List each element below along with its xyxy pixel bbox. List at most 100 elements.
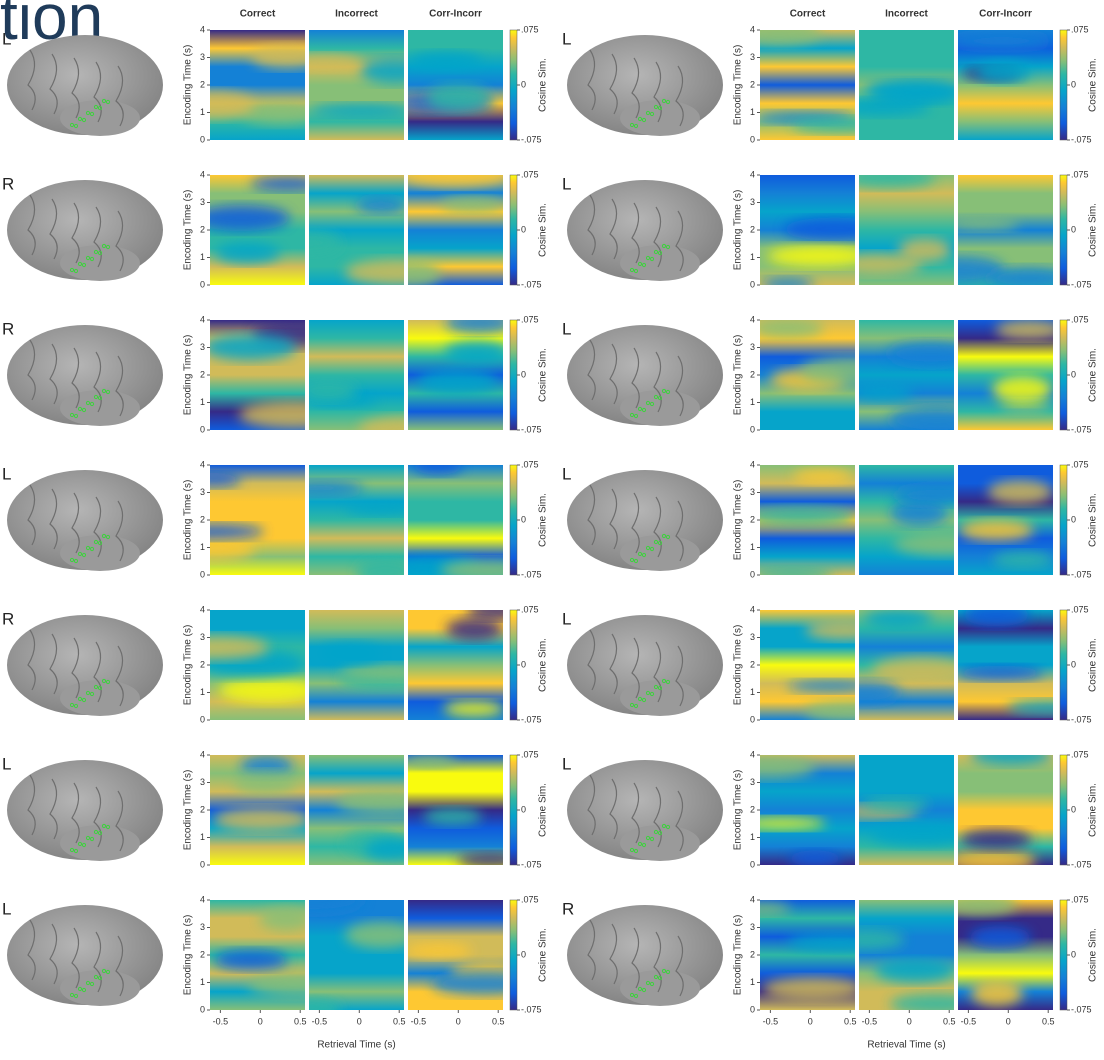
heatmap-blob — [890, 500, 949, 526]
colorbar-tick-label: -.075 — [521, 279, 542, 289]
heatmap-blob — [440, 559, 503, 575]
y-tick-label: 4 — [200, 749, 205, 759]
electrode — [637, 841, 643, 847]
colorbar — [509, 754, 518, 866]
heatmap-blob — [787, 933, 855, 952]
colorbar-tick-label: .075 — [521, 314, 539, 324]
brain-sulcus — [653, 931, 662, 993]
heatmap-blob — [894, 532, 954, 556]
heatmap — [958, 320, 1053, 430]
hemisphere-label: R — [2, 609, 14, 628]
hemisphere-label: L — [2, 899, 11, 918]
y-tick-label: 0 — [750, 1004, 755, 1014]
heatmap-blob — [875, 958, 954, 983]
column-header: Correct — [240, 9, 276, 20]
y-tick-label: 3 — [750, 487, 755, 497]
heatmap — [760, 900, 855, 1010]
electrode — [641, 697, 647, 703]
electrode — [641, 117, 647, 123]
electrode — [81, 117, 87, 123]
electrode — [89, 546, 95, 552]
electrode — [69, 992, 75, 998]
brain-sulcus — [115, 790, 124, 852]
heatmap-bg — [309, 900, 404, 1010]
heatmap-blob — [869, 822, 954, 847]
heatmap-blob — [871, 82, 954, 104]
electrode — [665, 679, 671, 685]
y-tick-label: 3 — [750, 922, 755, 932]
heatmap-blob — [309, 230, 342, 255]
colorbar-tick-label: -.075 — [1071, 134, 1092, 144]
heatmap-blob — [859, 253, 923, 275]
electrode — [665, 244, 671, 250]
electrode — [93, 104, 99, 110]
electrode — [81, 407, 87, 413]
electrode — [105, 824, 111, 830]
electrode — [653, 829, 659, 835]
heatmap-blob — [431, 972, 503, 996]
brain-sulcus — [27, 629, 36, 691]
y-tick-label: 2 — [750, 514, 755, 524]
electrode — [645, 690, 651, 696]
colorbar-tick-label: 0 — [1071, 514, 1076, 524]
electrode — [649, 401, 655, 407]
y-tick-label: 4 — [200, 894, 205, 904]
electrode — [637, 986, 643, 992]
colorbar — [1059, 899, 1068, 1011]
heatmap — [210, 465, 305, 575]
electrode — [661, 533, 667, 539]
x-tick-label: 0.5 — [294, 1016, 307, 1026]
heatmap-blob — [440, 196, 503, 212]
electrode — [661, 388, 667, 394]
brain-sulcus — [653, 496, 662, 558]
brain-sulcus — [587, 629, 596, 691]
heatmap-blob — [408, 755, 456, 768]
electrode — [69, 702, 75, 708]
colorbar — [509, 464, 518, 576]
x-tick-label: 0 — [808, 1016, 813, 1026]
colorbar-tick-label: .075 — [1071, 24, 1089, 34]
heatmap-blob — [887, 341, 954, 366]
heatmap-blob — [864, 610, 933, 628]
brain-sulcus — [631, 637, 640, 699]
heatmap-blob — [210, 473, 241, 487]
colorbar-tick-label: .075 — [521, 604, 539, 614]
colorbar-tick-label: -.075 — [1071, 714, 1092, 724]
brain-sulcus — [675, 935, 684, 997]
heatmap-blob — [233, 771, 297, 794]
colorbar-tick-label: 0 — [521, 949, 526, 959]
y-tick-label: 0 — [750, 859, 755, 869]
y-tick-label: 4 — [750, 24, 755, 34]
brain-sulcus — [27, 919, 36, 981]
brain-sulcus — [653, 61, 662, 123]
heatmap-blob — [345, 502, 404, 516]
heatmap — [760, 320, 855, 430]
brain-sulcus — [587, 49, 596, 111]
heatmap — [408, 30, 503, 140]
heatmap-blob — [760, 320, 824, 338]
electrode — [73, 993, 79, 999]
heatmap — [859, 30, 954, 140]
electrode — [81, 262, 87, 268]
y-axis-label: Encoding Time (s) — [733, 335, 744, 416]
brain-sulcus — [115, 210, 124, 272]
heatmap-blob — [970, 755, 1052, 766]
electrode — [85, 255, 91, 261]
heatmap-blob — [760, 902, 791, 916]
column-header: Correct — [790, 9, 826, 20]
electrode — [653, 684, 659, 690]
y-tick-label: 0 — [750, 569, 755, 579]
brain-sulcus — [49, 343, 58, 405]
electrode — [69, 267, 75, 273]
brain-sulcus — [93, 496, 102, 558]
heatmap — [958, 755, 1053, 865]
colorbar — [509, 319, 518, 431]
y-tick-label: 4 — [750, 894, 755, 904]
brain-sulcus — [675, 790, 684, 852]
y-tick-label: 3 — [200, 52, 205, 62]
y-tick-label: 4 — [200, 24, 205, 34]
colorbar-tick-label: -.075 — [521, 714, 542, 724]
electrode — [89, 691, 95, 697]
colorbar-label: Cosine Sim. — [1088, 928, 1099, 982]
